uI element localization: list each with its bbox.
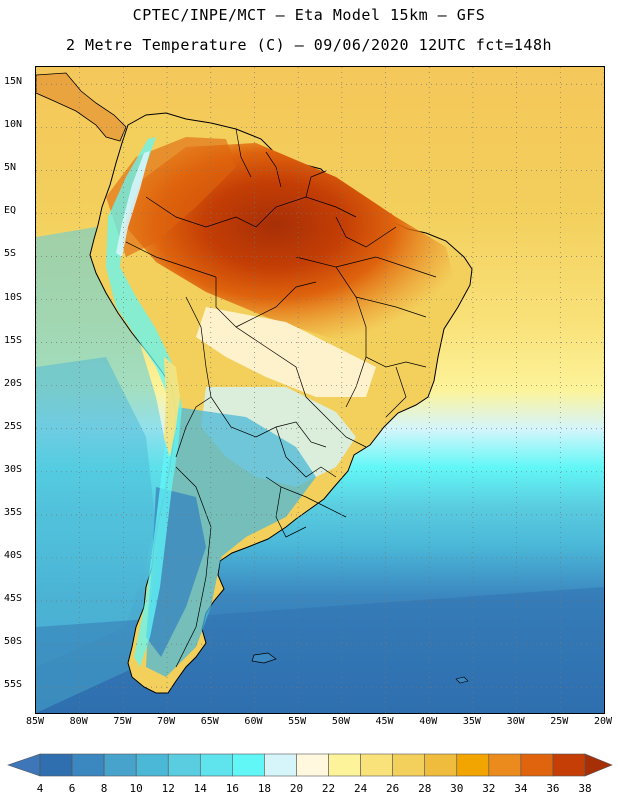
colorbar-tick-label: 18: [257, 782, 272, 795]
southern-cone-cold-region: [146, 407, 316, 677]
latitude-label: 15N: [4, 76, 23, 88]
colorbar-segment: [39, 753, 73, 777]
latitude-label: 45S: [4, 593, 23, 605]
colorbar-tick-label: 26: [386, 782, 400, 795]
falkland-islands: [251, 652, 277, 664]
colorbar-segment: [296, 753, 329, 777]
latitude-label: 35S: [4, 506, 23, 518]
colorbar-tick-label: 10: [129, 782, 143, 795]
longitude-label: 45W: [375, 716, 394, 727]
map-title-line-1: CPTEC/INPE/MCT – Eta Model 15km – GFS: [132, 6, 486, 24]
colorbar-tick-label: 30: [450, 782, 464, 795]
colorbar-low-extension: [7, 753, 41, 777]
colorbar-segment: [167, 753, 201, 777]
colorbar-segment: [552, 753, 586, 777]
longitude-label: 25W: [550, 716, 569, 727]
map-title-line-2: 2 Metre Temperature (C) – 09/06/2020 12U…: [65, 36, 553, 54]
latitude-label: 55S: [4, 679, 23, 691]
colorbar-tick-label: 6: [68, 782, 76, 795]
longitude-label: 65W: [200, 716, 219, 727]
colorbar-segment: [135, 753, 169, 777]
colorbar-high-extension: [584, 753, 613, 777]
latitude-label: 40S: [4, 549, 23, 561]
longitude-label: 20W: [593, 716, 613, 727]
colorbar-tick-label: 38: [578, 782, 592, 795]
colorbar-segment: [456, 753, 490, 777]
colorbar-tick-label: 24: [353, 782, 368, 795]
temperature-map-canvas: [36, 67, 604, 713]
latitude-label: EQ: [4, 205, 17, 217]
latitude-label: 15S: [4, 334, 23, 346]
colorbar-tick-label: 22: [321, 782, 336, 795]
longitude-label: 55W: [288, 716, 307, 727]
latitude-label: 10S: [4, 291, 23, 303]
colorbar-tick-label: 32: [482, 782, 496, 795]
colorbar-tick-label: 36: [546, 782, 560, 795]
latitude-label: 30S: [4, 463, 23, 475]
longitude-label: 70W: [157, 716, 176, 727]
south-georgia: [455, 676, 469, 684]
latitude-label: 25S: [4, 420, 23, 432]
colorbar-tick-label: 12: [161, 782, 175, 795]
andes-cold-strip: [106, 137, 182, 667]
colorbar-tick-label: 16: [225, 782, 239, 795]
longitude-label: 35W: [462, 716, 481, 727]
colorbar-tick-label: 34: [514, 782, 528, 795]
pacific-cooler-band: [36, 357, 156, 667]
colorbar-segment: [232, 753, 265, 777]
colorbar-segment: [424, 753, 458, 777]
longitude-label: 50W: [331, 716, 350, 727]
temperature-colorbar: [7, 753, 613, 777]
colorbar-segment: [264, 753, 297, 777]
colorbar-segment: [360, 753, 393, 777]
colorbar-segment: [71, 753, 105, 777]
latitude-label: 50S: [4, 636, 23, 648]
longitude-label: 30W: [506, 716, 525, 727]
colorbar-segment: [520, 753, 554, 777]
longitude-label: 40W: [419, 716, 438, 727]
colorbar-tick-label: 8: [100, 782, 108, 795]
longitude-label: 85W: [25, 716, 45, 727]
latitude-label: 10N: [4, 119, 23, 131]
atacama-warm-strip: [164, 357, 180, 457]
colorbar-segment: [328, 753, 361, 777]
colorbar-segment: [392, 753, 426, 777]
northern-andes-cold: [116, 151, 150, 257]
longitude-label: 80W: [69, 716, 88, 727]
latitude-label: 5S: [4, 248, 17, 260]
longitude-label: 75W: [113, 716, 132, 727]
colorbar-tick-label: 14: [193, 782, 207, 795]
colorbar-segment: [488, 753, 522, 777]
colorbar-tick-label: 20: [289, 782, 304, 795]
central-brazil-mild-region: [196, 307, 376, 397]
colorbar-tick-label: 4: [36, 782, 44, 795]
central-america: [36, 72, 127, 142]
colorbar-segment: [199, 753, 233, 777]
temperature-map: [35, 66, 605, 714]
colorbar-segment: [103, 753, 137, 777]
latitude-label: 5N: [4, 162, 17, 174]
latitude-label: 20S: [4, 377, 23, 389]
country-borders: [125, 128, 437, 668]
longitude-label: 60W: [244, 716, 263, 727]
colorbar-tick-label: 28: [418, 782, 432, 795]
